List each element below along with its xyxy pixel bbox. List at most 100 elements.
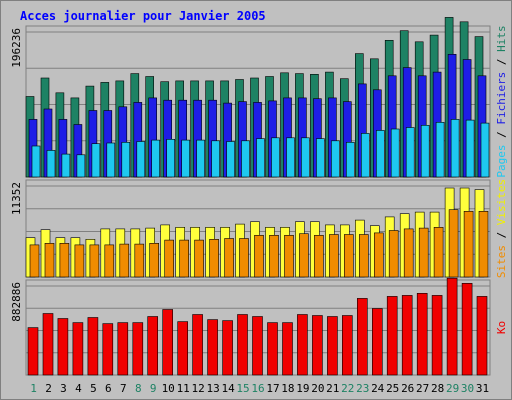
bar [209,239,219,278]
bar [476,296,488,376]
x-tick-label: 22 [341,382,354,395]
legend-entry: Visites [495,179,508,225]
bar [149,243,159,278]
bar [267,322,278,376]
x-axis-labels: 1 2 3 4 5 6 7 8 9 10 11 12 13 14 15 16 17 18 19 20 21 22 23 24 2… [30,382,489,395]
bar [420,125,430,178]
bar [194,239,204,278]
bar [76,154,86,178]
bar [314,235,324,278]
bar [31,145,41,178]
bar [416,292,428,376]
bar [29,244,40,278]
x-tick-label: 1 [30,382,37,395]
bar [401,295,413,376]
bar [164,239,174,278]
bar [343,234,354,278]
kb-panel: 882886 Ko [10,277,508,376]
x-tick-label: 18 [281,382,294,395]
bar [136,141,146,178]
bar [192,314,203,376]
bar [284,235,294,278]
x-tick-label: 30 [461,382,474,395]
bar [59,243,70,278]
bar [435,122,445,178]
x-tick-label: 24 [371,382,385,395]
x-tick-label: 20 [311,382,324,395]
bar [46,150,56,178]
bar [405,127,415,178]
bar [74,244,85,278]
bar [418,227,429,278]
bar [222,320,233,376]
x-tick-label: 26 [401,382,414,395]
x-tick-label: 6 [105,382,112,395]
series-sites [29,209,489,278]
visits-panel: 11352 Sites / Visites [10,179,508,278]
bar [134,243,145,278]
bar [478,211,489,278]
x-tick-label: 21 [326,382,339,395]
bar [106,142,116,178]
legend-entry: Pages [495,145,508,178]
bar [89,244,100,278]
bar [450,119,460,178]
bar [239,238,249,278]
legend-entry: Sites [495,245,508,278]
bar [312,315,323,376]
legend-separator: / [495,52,508,72]
y-max-label: 11352 [10,182,23,215]
bar [358,234,369,278]
bar [356,298,368,376]
bar [388,230,399,278]
x-tick-label: 2 [45,382,52,395]
bar [271,137,280,178]
x-tick-label: 25 [386,382,399,395]
bar [433,227,444,278]
x-tick-label: 28 [431,382,444,395]
legend-entry: Ko [495,321,508,334]
x-tick-label: 27 [416,382,429,395]
bar [151,139,160,178]
x-tick-label: 15 [236,382,249,395]
legend-entry: Fichiers [495,72,508,125]
series-pages [31,119,490,178]
bar [316,138,325,178]
bar [301,137,310,178]
x-tick-label: 29 [446,382,459,395]
bar [448,209,459,278]
bar [104,244,115,278]
legend-entry: Hits [495,25,508,52]
bar [147,316,158,376]
bar [121,142,131,178]
x-tick-label: 19 [296,382,309,395]
bar [386,296,398,376]
bar [72,322,84,376]
bar [286,137,295,178]
bar [117,322,129,376]
series-ko [27,277,488,376]
x-tick-label: 4 [75,382,82,395]
bar [91,143,101,178]
x-tick-label: 8 [135,382,142,395]
x-tick-label: 16 [251,382,264,395]
bar [132,322,144,376]
bar [254,235,264,278]
legend-separator: / [495,225,508,245]
bar [360,133,370,178]
y-max-label: 882886 [10,282,23,322]
bar [57,318,69,376]
bar [463,211,474,278]
bar [61,153,71,178]
bar [87,317,99,376]
bar [465,119,475,178]
x-tick-label: 23 [356,382,369,395]
bar [27,327,39,376]
bar [256,138,265,178]
bar [341,315,353,376]
bar [299,233,309,278]
y-max-label: 196236 [10,28,23,68]
hits-panel: 196236 Pages / Fichiers / Hits [10,17,508,178]
bar [461,282,473,376]
